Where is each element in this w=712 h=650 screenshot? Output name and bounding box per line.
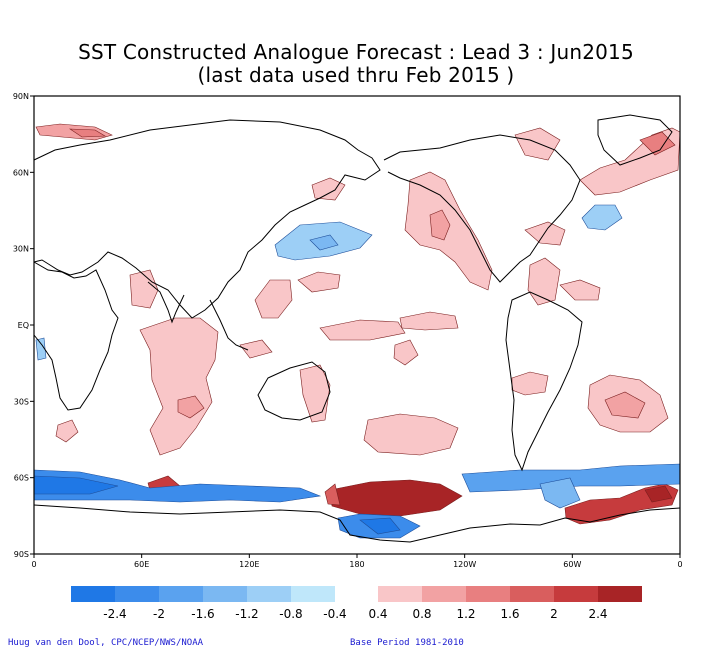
lat-label: 60N	[13, 168, 29, 177]
legend-swatch-positive	[510, 586, 554, 602]
legend-label-negative: -2.4	[103, 607, 126, 621]
lat-label: EQ	[18, 321, 29, 330]
legend-label-negative: -0.4	[323, 607, 346, 621]
lon-label: 0	[31, 560, 36, 569]
credit-author: Huug van den Dool, CPC/NCEP/NWS/NOAA	[8, 638, 204, 648]
lon-label: 120E	[239, 560, 259, 569]
legend-label-negative: -1.2	[235, 607, 258, 621]
legend-swatch-negative	[203, 586, 247, 602]
lat-label: 90S	[14, 550, 29, 559]
lon-label: 120W	[453, 560, 476, 569]
coastlines	[33, 114, 681, 543]
legend-label-positive: 2.4	[588, 607, 607, 621]
legend-label-negative: -2	[153, 607, 165, 621]
lon-label: 60W	[563, 560, 581, 569]
legend-swatch-negative	[291, 586, 335, 602]
legend-label-positive: 0.8	[412, 607, 431, 621]
negative-anomaly-regions	[33, 204, 681, 539]
lon-label: 180	[349, 560, 364, 569]
latitude-axis: 90N 60N 30N EQ 30S 60S 90S	[13, 92, 34, 559]
lon-label: 0	[677, 560, 682, 569]
longitude-axis: 0 60E 120E 180 120W 60W 0	[31, 554, 683, 569]
positive-anomaly-regions	[35, 123, 681, 525]
base-period-note: Base Period 1981-2010	[350, 638, 464, 648]
color-legend: -2.4 -2 -1.6 -1.2 -0.8 -0.4 0.4 0.8 1.2 1.6 2 2.4	[71, 586, 642, 621]
legend-swatch-negative	[71, 586, 115, 602]
legend-label-positive: 1.6	[500, 607, 519, 621]
legend-label-positive: 2	[550, 607, 558, 621]
legend-label-positive: 0.4	[368, 607, 387, 621]
legend-swatch-positive	[378, 586, 422, 602]
lat-label: 30N	[13, 245, 29, 254]
lat-label: 60S	[14, 474, 29, 483]
title-line-2: (last data used thru Feb 2015 )	[197, 63, 515, 87]
lat-label: 30S	[14, 397, 29, 406]
legend-label-positive: 1.2	[456, 607, 475, 621]
legend-swatch-negative	[115, 586, 159, 602]
legend-swatch-negative	[159, 586, 203, 602]
legend-label-negative: -0.8	[279, 607, 302, 621]
lat-label: 90N	[13, 92, 29, 101]
legend-swatch-positive	[598, 586, 642, 602]
legend-label-negative: -1.6	[191, 607, 214, 621]
legend-swatch-positive	[554, 586, 598, 602]
title-line-1: SST Constructed Analogue Forecast : Lead…	[78, 40, 634, 64]
legend-swatch-positive	[422, 586, 466, 602]
legend-swatch-positive	[466, 586, 510, 602]
lon-label: 60E	[134, 560, 149, 569]
legend-swatch-negative	[247, 586, 291, 602]
